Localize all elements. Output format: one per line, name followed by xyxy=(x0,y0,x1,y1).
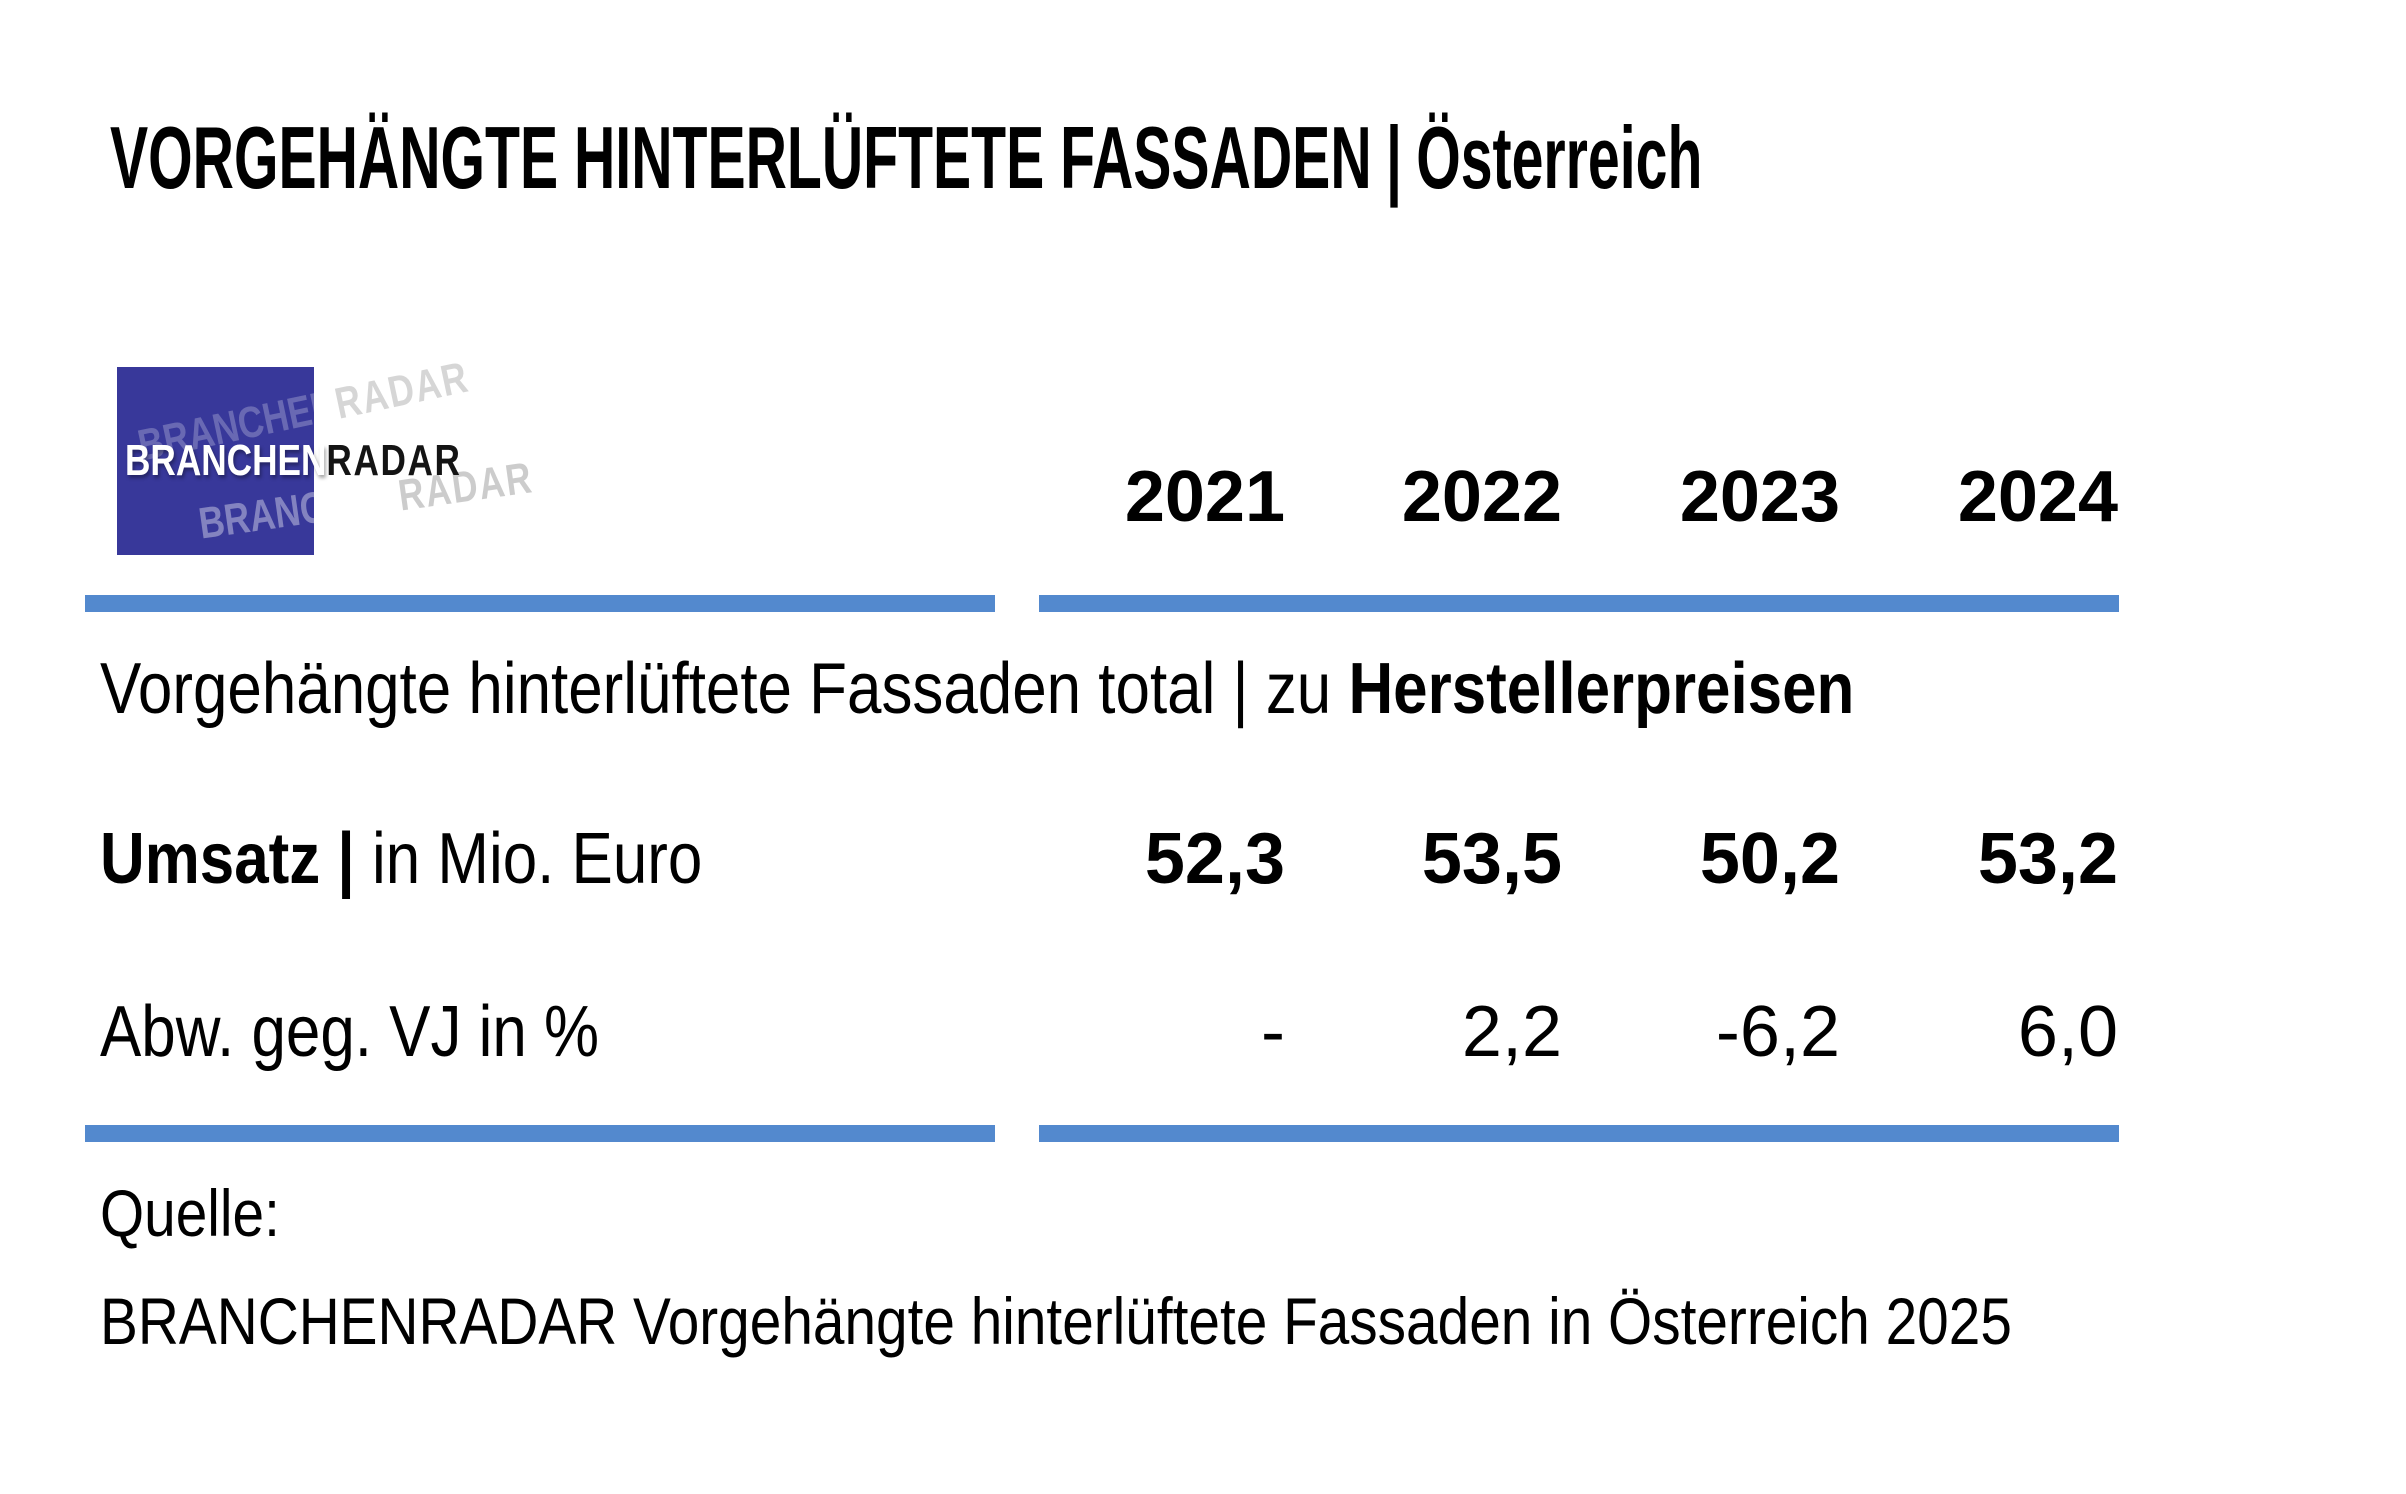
abweichung-value-2022: 2,2 xyxy=(1461,992,1562,1072)
umsatz-value-2024: 53,2 xyxy=(1977,819,2118,899)
branchenradar-logo: BRANCHENRADAR BRANCHENRADAR BRANCHENRADA… xyxy=(117,353,536,555)
source-line: BRANCHENRADAR Vorgehängte hinterlüftete … xyxy=(100,1283,2323,1359)
section-label: Vorgehängte hinterlüftete Fassaden total… xyxy=(100,649,2140,729)
umsatz-value-2021: 52,3 xyxy=(1144,819,1285,899)
abweichung-value-2024: 6,0 xyxy=(2017,992,2118,1072)
year-header-2023: 2023 xyxy=(1679,457,1840,537)
top-rule-right-segment xyxy=(1039,595,2119,612)
umsatz-value-2023: 50,2 xyxy=(1699,819,1840,899)
logo-text-branchen: BRANCHEN xyxy=(125,436,327,485)
source-line-text: BRANCHENRADAR Vorgehängte hinterlüftete … xyxy=(100,1284,2012,1358)
logo-text-radar: RADAR xyxy=(326,436,462,485)
section-label-text: Vorgehängte hinterlüftete Fassaden total… xyxy=(100,649,1349,729)
umsatz-label: Umsatz | in Mio. Euro xyxy=(100,819,800,899)
page-title-main: VORGEHÄNGTE HINTERLÜFTETE FASSADEN xyxy=(110,108,1372,207)
source-label-text: Quelle: xyxy=(100,1176,280,1250)
table-row-abweichung: Abw. geg. VJ in % - 2,2 -6,2 6,0 xyxy=(85,992,2118,1083)
section-row: Vorgehängte hinterlüftete Fassaden total… xyxy=(85,649,2118,740)
bottom-rule-right-segment xyxy=(1039,1125,2119,1142)
title-separator: | xyxy=(1385,108,1402,207)
page-title: VORGEHÄNGTE HINTERLÜFTETE FASSADEN | Öster… xyxy=(110,111,2406,204)
table-row-umsatz: Umsatz | in Mio. Euro 52,3 53,5 50,2 53,… xyxy=(85,819,2118,910)
year-header-row: 2021 2022 2023 2024 xyxy=(85,457,2118,548)
page-title-region: Österreich xyxy=(1416,108,1703,207)
abweichung-label: Abw. geg. VJ in % xyxy=(100,992,680,1072)
data-table: 2021 2022 2023 2024 Vorgehängte hinterlü… xyxy=(85,0,2118,1494)
year-header-2021: 2021 xyxy=(1124,457,1285,537)
umsatz-label-unit: in Mio. Euro xyxy=(354,819,703,899)
bottom-rule-left-segment xyxy=(85,1125,995,1142)
logo-square xyxy=(117,367,314,555)
abweichung-value-2021: - xyxy=(1261,992,1285,1072)
logo-wordmark: BRANCHENRADAR xyxy=(125,439,462,483)
umsatz-value-2022: 53,5 xyxy=(1421,819,1562,899)
top-rule-left-segment xyxy=(85,595,995,612)
source-label: Quelle: xyxy=(100,1175,309,1251)
year-header-2022: 2022 xyxy=(1401,457,1562,537)
abweichung-label-text: Abw. geg. VJ in % xyxy=(100,992,600,1072)
abweichung-value-2023: -6,2 xyxy=(1715,992,1840,1072)
umsatz-label-bold: Umsatz | xyxy=(100,819,355,899)
section-label-emphasis: Herstellerpreisen xyxy=(1348,649,1855,729)
year-header-2024: 2024 xyxy=(1957,457,2118,537)
